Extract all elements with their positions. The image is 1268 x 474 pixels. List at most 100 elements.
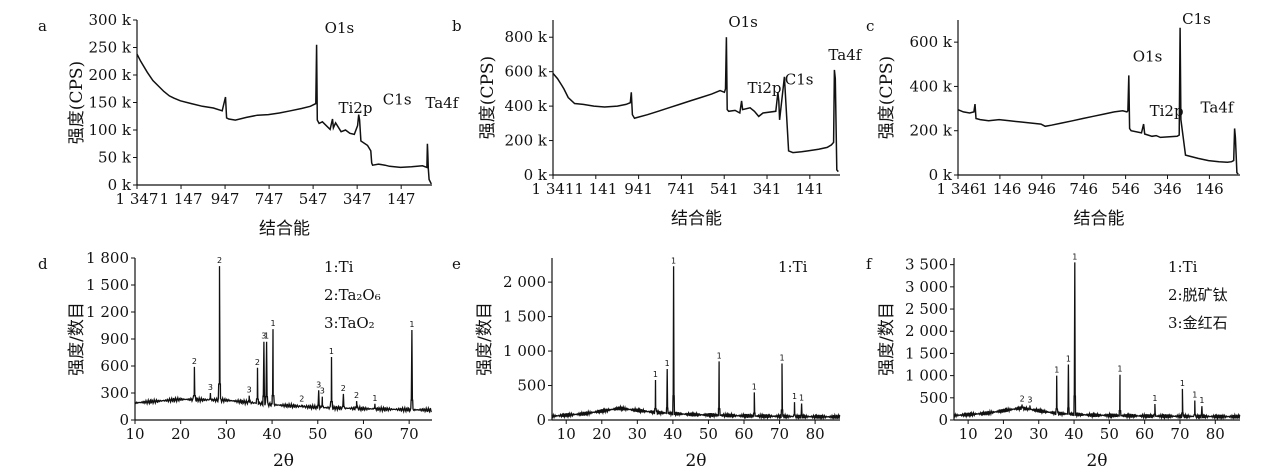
panel-e-peak-label: 1 [665,359,670,368]
panel-e-y-tick-label: 1 000 [503,342,546,360]
panel-c-peak-annotation: O1s [1133,47,1163,65]
panel-d-x-tick-label: 40 [263,425,282,443]
panel-e-x-axis-label: 2θ [685,451,706,471]
panel-e-x-tick-label: 40 [663,425,682,443]
panel-d-y-tick-label: 1 500 [86,276,129,294]
panel-c-peak-annotation: C1s [1182,10,1211,28]
panel-d-peak-label: 3 [320,387,325,396]
panel-d-peak-label: 1 [372,394,377,403]
panel-c-y-tick-label: 600 k [910,33,953,51]
panel-c-peak-annotation: Ti2p [1150,102,1184,120]
panel-b-peak-annotation: Ti2p [748,79,782,97]
panel-f-x-tick-label: 70 [1170,425,1189,443]
panel-a-y-tick-label: 100 k [89,121,132,139]
panel-d-y-tick-label: 300 [100,384,129,402]
panel-d-x-tick-label: 10 [125,425,144,443]
panel-f-legend-entry: 2:脱矿钛 [1168,286,1228,304]
panel-e-label: e [452,255,461,273]
panel-a-y-tick-label: 50 k [98,149,132,167]
panel-c-y-tick-label: 200 k [910,122,953,140]
panel-e-x-tick-label: 50 [699,425,718,443]
panel-f-x-tick-label: 30 [1029,425,1048,443]
panel-e-peak-label: 1 [779,353,784,362]
panel-d-legend-entry: 2:Ta₂O₆ [324,286,381,304]
panel-b-x-tick-label: 141 [796,180,825,198]
panel-c-y-tick-label: 0 k [929,166,953,184]
panel-c-x-tick-label: 746 [1069,180,1098,198]
panel-e-peak-label: 1 [792,392,797,401]
panel-d-peak-label: 2 [192,357,197,366]
panel-b-y-axis-label: 强度(CPS) [478,56,498,139]
panel-f-peak-label: 2 [1020,394,1025,403]
panel-a-peak-annotation: Ta4f [425,94,459,112]
panel-a-peak-annotation: Ti2p [338,99,372,117]
panel-d-peak-label: 3 [261,332,266,341]
panel-d-peak-label: 2 [354,391,359,400]
panel-e-peak-label: 1 [752,382,757,391]
panel-f-y-tick-label: 3 000 [905,278,948,296]
panel-e-legend-entry: 1:Ti [778,258,808,276]
panel-b-series-line [552,37,839,173]
panel-f-peak-label: 1 [1199,396,1204,405]
panel-f-y-tick-label: 2 000 [905,322,948,340]
panel-d-peak-label: 3 [316,380,321,389]
panel-f-legend-entry: 3:金红石 [1168,314,1228,332]
panel-c-label: c [866,17,874,35]
panel-c-x-axis-label: 结合能 [1074,209,1125,229]
panel-f-y-tick-label: 1 500 [905,344,948,362]
panel-b-peak-annotation: C1s [785,70,814,88]
panel-c-x-tick-label: 946 [1027,180,1056,198]
panel-a-y-tick-label: 300 k [89,11,132,29]
panel-a-label: a [38,17,47,35]
panel-d-peak-label: 2 [217,256,222,265]
panel-a-series-line [136,44,432,185]
panel-d-peak-label: 1 [409,320,414,329]
panel-e-series-line [551,266,841,421]
panel-f-y-tick-label: 0 [938,411,948,429]
panel-c-x-tick-label: 146 [1195,180,1224,198]
panel-d-x-tick-label: 70 [400,425,419,443]
panel-f-peak-label: 1 [1192,390,1197,399]
panel-e-y-tick-label: 500 [517,377,546,395]
panel-d-y-tick-label: 1 800 [86,249,129,267]
panel-c-series-line [957,27,1239,175]
panel-b-y-tick-label: 400 k [505,97,548,115]
panel-b-x-tick-label: 1 141 [574,180,617,198]
panel-d-peak-label: 2 [341,384,346,393]
panel-d-x-tick-label: 20 [171,425,190,443]
panel-b-x-tick-label: 341 [753,180,782,198]
panel-c-peak-annotation: Ta4f [1201,99,1235,117]
panel-f-x-tick-label: 10 [959,425,978,443]
panel-f-y-tick-label: 3 500 [905,256,948,274]
panel-b-y-tick-label: 0 k [524,166,548,184]
panel-d-peak-label: 1 [329,347,334,356]
panel-a-x-tick-label: 147 [387,190,416,208]
panel-d-y-tick-label: 900 [100,330,129,348]
panel-c-y-axis-label: 强度(CPS) [877,56,897,139]
panel-c-x-tick-label: 1 146 [978,180,1021,198]
panel-e-peak-label: 1 [653,370,658,379]
panel-a-x-tick-label: 1 147 [160,190,203,208]
panel-b-peak-annotation: O1s [728,13,758,31]
panel-d-y-axis-label: 强度/数目 [67,302,87,376]
panel-a-x-tick-label: 547 [299,190,328,208]
panel-d-label: d [38,255,48,273]
panel-d-legend-entry: 1:Ti [324,258,354,276]
panel-f-x-tick-label: 40 [1065,425,1084,443]
panel-d-peak-label: 3 [247,386,252,395]
panel-f-y-axis-label: 强度/数目 [877,302,897,376]
panel-d-x-tick-label: 50 [308,425,327,443]
panel-b-y-tick-label: 800 k [505,28,548,46]
panel-a-x-tick-label: 947 [211,190,240,208]
panel-b-label: b [452,17,462,35]
panel-a-peak-annotation: C1s [383,91,412,109]
panel-d-x-axis-label: 2θ [273,451,294,471]
panel-f-legend-entry: 1:Ti [1168,258,1198,276]
panel-a-y-tick-label: 150 k [89,94,132,112]
panel-e-x-tick-label: 20 [592,425,611,443]
panel-e-y-tick-label: 2 000 [503,273,546,291]
panel-a-y-tick-label: 200 k [89,66,132,84]
panel-f-peak-label: 1 [1072,252,1077,261]
panel-d-peak-label: 1 [270,319,275,328]
panel-f-x-axis-label: 2θ [1086,451,1107,471]
